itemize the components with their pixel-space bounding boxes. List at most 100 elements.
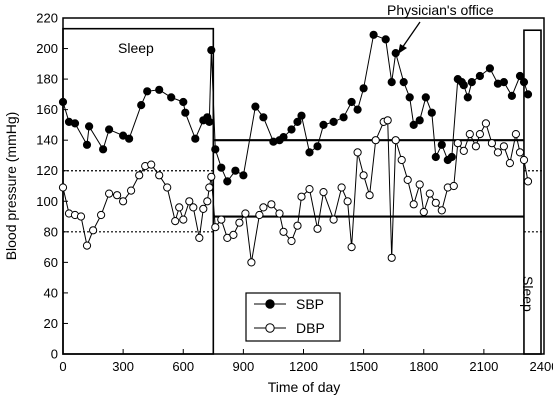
dbp-point — [365, 191, 374, 200]
sbp-point — [427, 108, 436, 117]
dbp-point — [337, 183, 346, 192]
dbp-point — [437, 206, 446, 215]
sbp-point — [305, 148, 314, 157]
sleep-box-left — [62, 27, 215, 355]
x-tick-label: 0 — [59, 359, 66, 374]
x-tick-label: 600 — [172, 359, 194, 374]
legend-dbp-label: DBP — [296, 320, 325, 336]
sbp-point — [381, 35, 390, 44]
sbp-point — [279, 133, 288, 142]
dbp-point — [353, 148, 362, 157]
sbp-point — [251, 102, 260, 111]
sbp-point — [70, 119, 80, 128]
sbp-point — [523, 90, 533, 99]
x-tick-label: 900 — [233, 359, 255, 374]
sbp-point — [125, 134, 134, 143]
sbp-point — [297, 111, 306, 120]
dbp-point — [475, 130, 484, 139]
dbp-point — [203, 197, 212, 206]
sbp-point — [499, 78, 508, 87]
x-tick-label: 1500 — [349, 359, 378, 374]
sbp-point — [475, 71, 484, 81]
dbp-point — [235, 218, 244, 227]
dbp-point — [255, 210, 264, 220]
sbp-point — [415, 116, 424, 125]
dbp-point — [175, 203, 184, 212]
sbp-point — [239, 171, 248, 180]
sbp-point — [467, 78, 476, 87]
sbp-point — [447, 152, 456, 162]
dbp-point — [415, 180, 424, 189]
sleep-right-label: Sleep — [520, 276, 536, 312]
series-line-sbp — [62, 34, 529, 183]
sbp-point — [191, 134, 200, 143]
y-tick-label: 60 — [44, 255, 58, 270]
x-tick-label: 2100 — [469, 359, 498, 374]
sleep-left-label: Sleep — [118, 40, 154, 56]
sbp-point — [359, 84, 368, 93]
sbp-point — [369, 30, 378, 39]
legend: SBP DBP — [245, 292, 341, 342]
dbp-point — [387, 253, 396, 262]
sbp-point — [405, 93, 414, 102]
sbp-point — [287, 125, 296, 134]
y-tick-label: 40 — [44, 285, 58, 300]
sbp-point — [431, 152, 440, 162]
dbp-point — [471, 142, 480, 151]
dbp-point — [76, 212, 86, 221]
sbp-point — [223, 177, 232, 186]
dbp-point — [119, 197, 128, 206]
dbp-point — [371, 136, 380, 145]
dbp-point — [431, 198, 440, 207]
dbp-point — [523, 177, 533, 186]
dbp-point — [313, 224, 322, 233]
dbp-point — [267, 200, 276, 209]
sbp-point — [99, 145, 108, 154]
sbp-point — [217, 163, 226, 172]
sbp-point — [329, 117, 338, 127]
series-points — [58, 30, 533, 267]
dbp-point — [519, 155, 529, 165]
dbp-point — [259, 203, 268, 212]
y-tick-label: 140 — [36, 133, 58, 148]
dbp-point — [105, 189, 114, 198]
y-tick-label: 100 — [36, 194, 58, 209]
dbp-point — [127, 186, 136, 195]
sbp-point — [319, 120, 328, 130]
dbp-point — [329, 215, 338, 224]
dbp-point — [97, 210, 106, 220]
sbp-point — [137, 101, 146, 110]
x-tick-label: 1200 — [289, 359, 318, 374]
dbp-point — [305, 185, 314, 194]
dbp-point — [229, 230, 238, 239]
callout-arrow — [398, 21, 421, 54]
dbp-point — [515, 148, 525, 157]
dbp-point — [82, 241, 92, 250]
sbp-point — [143, 87, 152, 96]
dbp-point — [419, 207, 428, 217]
dbp-point — [279, 227, 288, 236]
sbp-point — [459, 81, 468, 90]
dbp-point — [425, 189, 434, 198]
dbp-point — [179, 215, 188, 224]
dbp-point — [89, 226, 98, 235]
sbp-point — [313, 142, 322, 151]
sbp-point — [85, 122, 94, 131]
sbp-point — [507, 91, 516, 101]
dbp-point — [319, 188, 328, 197]
dbp-point — [347, 243, 356, 252]
y-tick-label: 200 — [36, 41, 58, 56]
sbp-point — [421, 93, 430, 102]
dbp-point — [287, 236, 296, 246]
dbp-point — [185, 197, 194, 206]
dbp-point — [199, 204, 208, 213]
dbp-point — [391, 136, 400, 145]
dbp-point — [465, 130, 474, 139]
sbp-point — [155, 85, 164, 94]
dbp-point — [58, 183, 68, 192]
sbp-point — [409, 120, 418, 130]
sbp-point — [339, 113, 348, 122]
sbp-point — [515, 71, 525, 81]
